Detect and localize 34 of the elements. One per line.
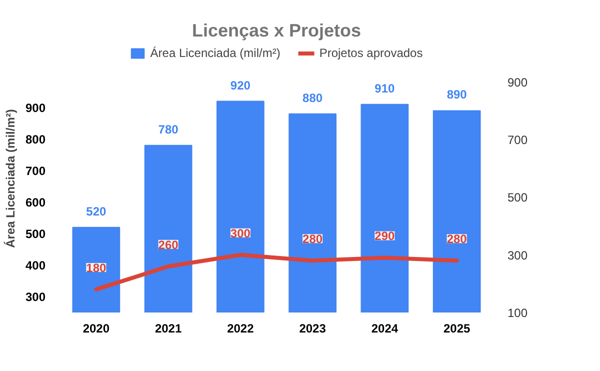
data-label: 920 (230, 78, 251, 92)
x-tick-label: 2025 (443, 322, 470, 336)
chart-title: Licenças x Projetos (192, 20, 362, 40)
x-tick-label: 2021 (154, 322, 182, 336)
y-tick-label: 700 (25, 164, 46, 178)
x-tick-label: 2020 (82, 322, 110, 336)
y-tick-label: 900 (25, 101, 46, 116)
y2-tick-label: 700 (508, 133, 528, 148)
legend-label: Área Licenciada (mil/m²) (150, 46, 280, 60)
y2-tick-label: 900 (508, 75, 528, 90)
data-label: 260 (158, 238, 179, 252)
x-tick-label: 2023 (299, 322, 326, 336)
x-tick-label: 2024 (371, 322, 398, 336)
data-label: 910 (374, 81, 396, 96)
y2-tick-label: 500 (508, 190, 528, 205)
data-label: 280 (446, 232, 468, 246)
data-label: 880 (302, 90, 323, 105)
data-label: 520 (86, 204, 107, 218)
y2-tick-label: 100 (508, 306, 528, 320)
data-label: 180 (86, 260, 107, 275)
legend-label: Projetos aprovados (319, 46, 423, 60)
y-tick-label: 600 (25, 196, 46, 210)
data-label: 780 (158, 122, 179, 136)
y-tick-label: 300 (25, 290, 46, 304)
data-label: 280 (302, 232, 323, 246)
data-label: 300 (230, 226, 251, 240)
y2-tick-label: 300 (508, 248, 528, 262)
y-tick-label: 400 (25, 258, 46, 273)
data-label: 890 (446, 88, 468, 102)
y-axis-title: Área Licenciada (mil/m²) (3, 109, 18, 248)
x-tick-label: 2022 (227, 322, 254, 336)
y-tick-label: 500 (25, 227, 46, 242)
y-tick-label: 800 (25, 132, 46, 147)
data-label: 290 (374, 229, 396, 244)
